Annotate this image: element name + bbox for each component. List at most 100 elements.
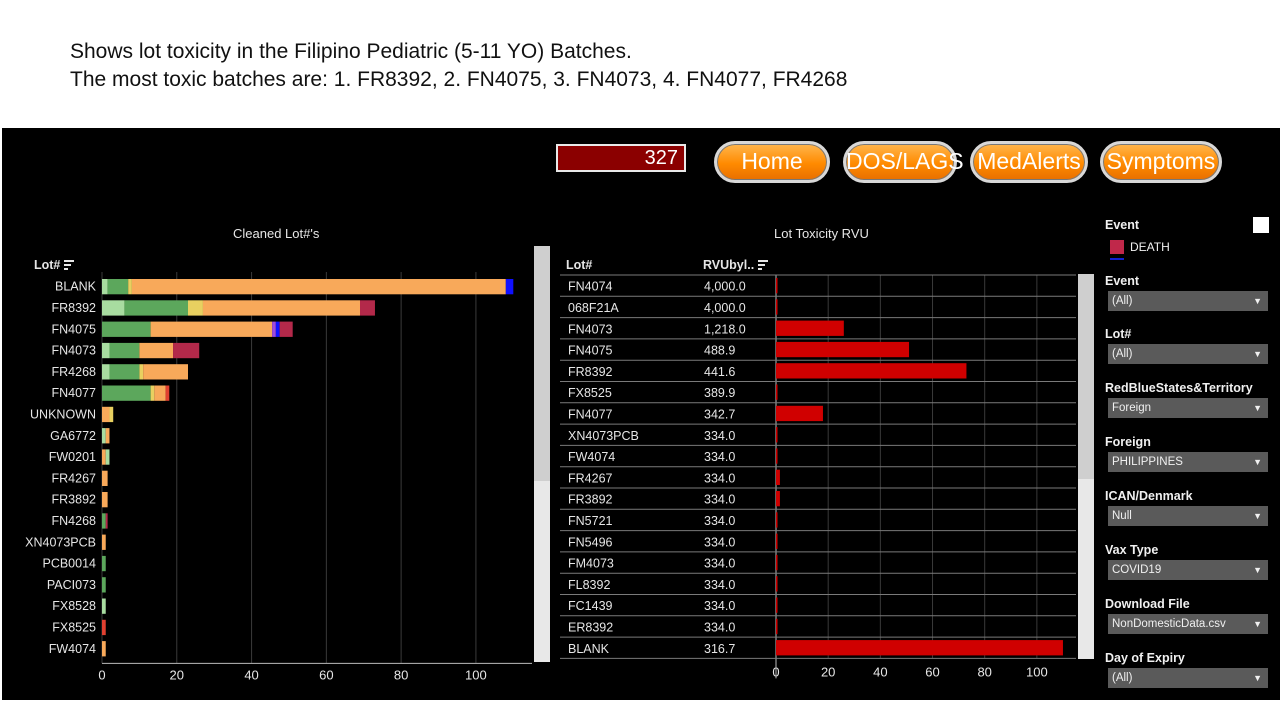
rvu-cell: 334.0 xyxy=(704,535,735,549)
rvu-cell: 334.0 xyxy=(704,557,735,571)
rvu-cell: 342.7 xyxy=(704,407,735,421)
bar-segment xyxy=(150,321,273,337)
bar-segment xyxy=(107,279,129,295)
lot-cell: FN5721 xyxy=(568,514,613,528)
filter-dropdown[interactable]: (All) ▼ xyxy=(1108,668,1268,688)
legend-title: Event xyxy=(1105,218,1140,232)
bar-segment xyxy=(102,385,151,401)
symptoms-button[interactable]: Symptoms xyxy=(1100,141,1222,183)
rvu-bar xyxy=(776,576,778,592)
rvu-cell: 334.0 xyxy=(704,450,735,464)
x-tick-label: 80 xyxy=(977,664,991,679)
rvu-bar xyxy=(776,491,780,507)
lot-cell: FN4077 xyxy=(568,407,613,421)
bar-segment xyxy=(105,449,110,465)
rvu-cell: 334.0 xyxy=(704,514,735,528)
left-scrollbar[interactable] xyxy=(534,246,550,662)
filter-dropdown[interactable]: Null ▼ xyxy=(1108,506,1268,526)
bar-segment xyxy=(139,342,174,359)
lot-cell: FN5496 xyxy=(568,535,613,549)
filter-dropdown[interactable]: PHILIPPINES ▼ xyxy=(1108,452,1268,472)
filter-value: COVID19 xyxy=(1112,564,1162,576)
filter-value: (All) xyxy=(1112,672,1133,684)
chevron-down-icon: ▼ xyxy=(1253,296,1262,306)
chevron-down-icon: ▼ xyxy=(1253,349,1262,359)
bar-segment xyxy=(150,385,155,401)
filter-dropdown[interactable]: (All) ▼ xyxy=(1108,291,1268,311)
bar-segment xyxy=(165,385,170,401)
rvu-cell: 334.0 xyxy=(704,471,735,485)
right-lot-header[interactable]: Lot# xyxy=(566,258,593,272)
bar-segment xyxy=(102,449,106,465)
category-label: FW0201 xyxy=(49,450,96,464)
category-label: FN4268 xyxy=(52,514,97,528)
category-label: UNKNOWN xyxy=(30,407,96,421)
rvu-bar xyxy=(776,448,778,464)
medalerts-button[interactable]: MedAlerts xyxy=(970,141,1088,183)
filter-label: Event xyxy=(1105,274,1140,288)
chevron-down-icon: ▼ xyxy=(1253,403,1262,413)
right-rvu-header[interactable]: RVUbyl.. xyxy=(703,258,769,272)
sort-icon[interactable] xyxy=(64,260,75,270)
bar-segment xyxy=(102,300,125,316)
lot-cell: FM4073 xyxy=(568,557,614,571)
right-scrollbar-thumb[interactable] xyxy=(1078,274,1094,479)
lot-cell: XN4073PCB xyxy=(568,429,639,443)
filter-label: Day of Expiry xyxy=(1105,651,1185,665)
bar-segment xyxy=(102,428,106,444)
filter-label: Vax Type xyxy=(1105,543,1159,557)
lot-cell: FC1439 xyxy=(568,599,613,613)
legend-toggle[interactable] xyxy=(1253,217,1269,233)
category-label: FW4074 xyxy=(49,642,96,656)
left-chart-title: Cleaned Lot#'s xyxy=(233,226,320,241)
category-label: FN4077 xyxy=(52,386,97,400)
category-label: FN4075 xyxy=(52,322,97,336)
rvu-bar xyxy=(776,278,778,294)
lot-cell: FR3892 xyxy=(568,493,613,507)
x-tick-label: 100 xyxy=(465,667,487,682)
bar-segment xyxy=(102,577,106,593)
bar-segment xyxy=(109,406,114,423)
bar-segment xyxy=(128,279,132,295)
x-tick-label: 60 xyxy=(925,664,939,679)
filter-dropdown[interactable]: Foreign ▼ xyxy=(1108,398,1268,418)
rvu-cell: 4,000.0 xyxy=(704,301,746,315)
caption-line-2: The most toxic batches are: 1. FR8392, 2… xyxy=(70,68,848,91)
lot-cell: FR4267 xyxy=(568,471,613,485)
left-scrollbar-thumb[interactable] xyxy=(534,246,550,481)
filter-dropdown[interactable]: COVID19 ▼ xyxy=(1108,560,1268,580)
bar-segment xyxy=(188,300,203,316)
rvu-cell: 441.6 xyxy=(704,365,735,379)
category-label: FR4268 xyxy=(52,365,97,379)
x-tick-label: 20 xyxy=(170,667,184,682)
filter-value: Null xyxy=(1112,510,1132,522)
left-lot-header[interactable]: Lot# xyxy=(34,258,75,272)
rvu-bar xyxy=(776,320,844,336)
lot-cell: FW4074 xyxy=(568,450,615,464)
category-label: PCB0014 xyxy=(42,557,96,571)
bar-segment xyxy=(102,342,110,359)
legend-label-death: DEATH xyxy=(1130,240,1170,254)
chevron-down-icon: ▼ xyxy=(1253,511,1262,521)
bar-segment xyxy=(105,513,108,529)
right-scrollbar[interactable] xyxy=(1078,274,1094,659)
rvu-cell: 4,000.0 xyxy=(704,280,746,294)
bar-segment xyxy=(139,364,144,380)
right-chart-title: Lot Toxicity RVU xyxy=(774,226,869,241)
filter-value: (All) xyxy=(1112,295,1133,307)
filter-value: (All) xyxy=(1112,348,1133,360)
filter-value: NonDomesticData.csv xyxy=(1112,618,1226,630)
dos-lags-button[interactable]: DOS/LAGS xyxy=(843,141,964,183)
rvu-bar xyxy=(776,384,778,400)
sort-icon[interactable] xyxy=(758,260,769,270)
home-button[interactable]: Home xyxy=(714,141,830,183)
bar-segment xyxy=(124,300,188,316)
bar-segment xyxy=(109,364,140,380)
filter-dropdown[interactable]: (All) ▼ xyxy=(1108,344,1268,364)
x-tick-label: 100 xyxy=(1026,664,1048,679)
filter-dropdown[interactable]: NonDomesticData.csv ▼ xyxy=(1108,614,1268,634)
bar-segment xyxy=(102,641,106,657)
filter-label: ICAN/Denmark xyxy=(1105,489,1193,503)
bar-segment xyxy=(275,321,280,337)
bar-segment xyxy=(173,342,200,359)
